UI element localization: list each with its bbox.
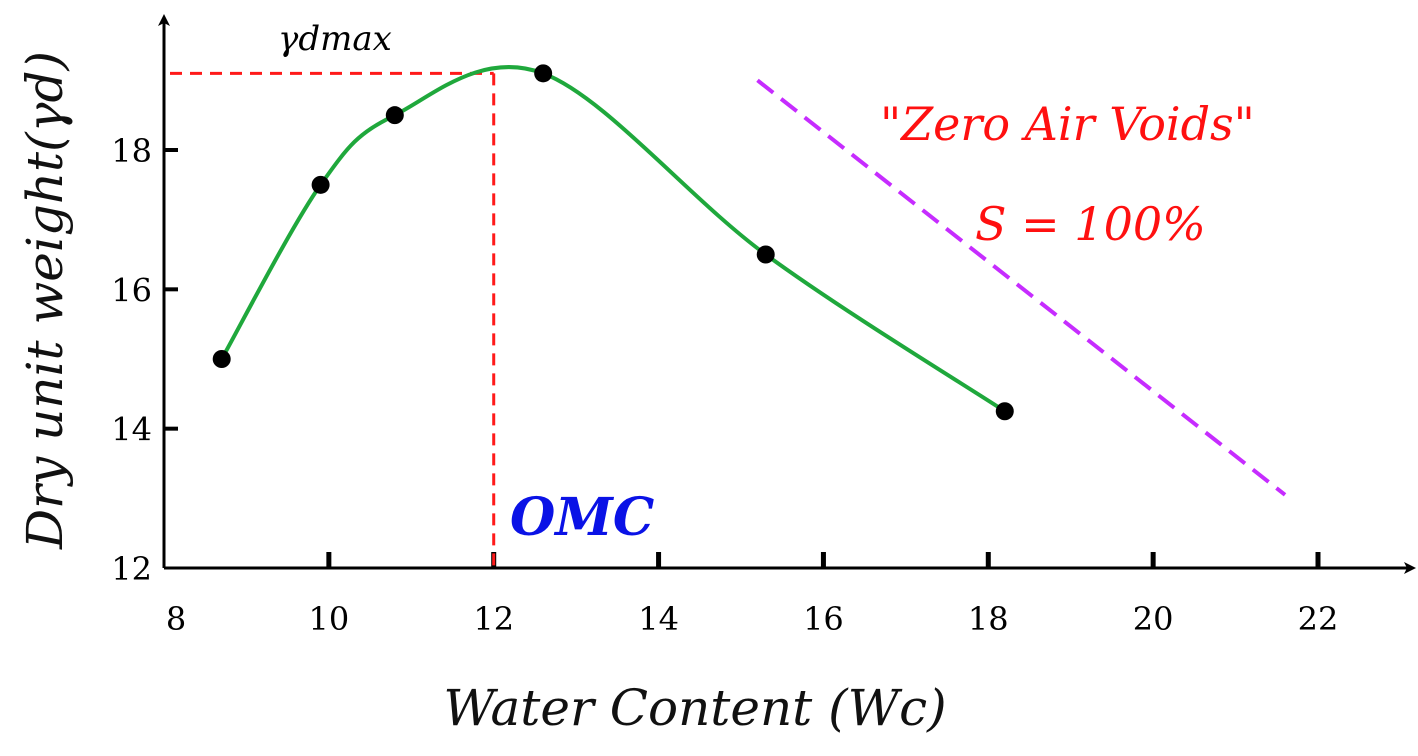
y-axis-title: Dry unit weight(γd)	[16, 51, 74, 550]
zero-air-voids-series	[756, 78, 1287, 497]
data-point	[534, 64, 553, 83]
gamma-dmax-label: γdmax	[278, 19, 392, 59]
data-point	[385, 106, 404, 125]
x-tick-label: 12	[473, 600, 514, 638]
y-axis-ticks: 12 14 16 18	[111, 132, 178, 588]
zero-air-voids-label: "Zero Air Voids"	[880, 97, 1255, 151]
data-point	[995, 402, 1014, 421]
omc-label: OMC	[510, 487, 654, 548]
data-point	[212, 350, 231, 368]
x-axis-ticks: 8 10 12 14 16 18 20 22	[166, 552, 1339, 638]
y-tick-label: 14	[111, 411, 152, 449]
x-tick-label: 8	[166, 600, 186, 638]
x-axis-title: Water Content (Wc)	[443, 679, 946, 737]
y-tick-label: 16	[111, 271, 152, 309]
y-tick-label: 18	[111, 132, 152, 170]
x-tick-label: 16	[803, 600, 844, 638]
zero-air-voids-line	[756, 78, 1287, 497]
reference-lines	[170, 71, 496, 568]
data-point	[756, 245, 775, 264]
x-tick-label: 10	[308, 600, 349, 638]
x-tick-label: 22	[1298, 600, 1339, 638]
data-points	[212, 64, 1014, 421]
compaction-curve-line	[219, 65, 1006, 413]
x-tick-label: 14	[638, 600, 679, 638]
x-tick-label: 18	[968, 600, 1009, 638]
data-point	[311, 175, 330, 194]
compaction-curve-series	[219, 65, 1006, 413]
saturation-label: S = 100%	[975, 197, 1206, 251]
y-tick-label: 12	[111, 550, 152, 588]
x-tick-label: 20	[1133, 600, 1174, 638]
